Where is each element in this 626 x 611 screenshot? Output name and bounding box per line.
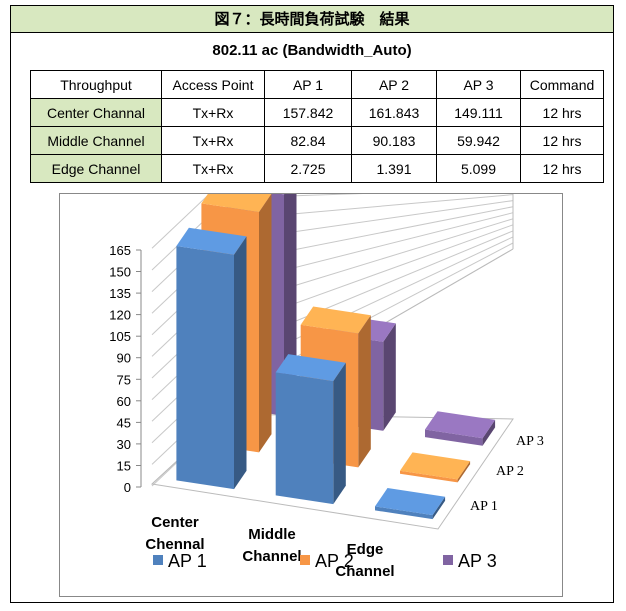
table-cell: 5.099 <box>436 154 521 183</box>
figure-title: 図７：長時間負荷試験 結果 <box>11 6 613 33</box>
table-row: Center Channal Tx+Rx 157.842 161.843 149… <box>30 98 604 127</box>
table-cell: 12 hrs <box>520 98 604 127</box>
table-cell: 2.725 <box>264 154 352 183</box>
y-tick-label: 60 <box>117 394 131 409</box>
table-cell: 82.84 <box>264 126 352 155</box>
category-label: Edge Channel <box>335 541 394 580</box>
table-cell: Tx+Rx <box>161 126 265 155</box>
header-ap3: AP 3 <box>436 70 521 99</box>
table-cell: 12 hrs <box>520 154 604 183</box>
figure-frame: 図７：長時間負荷試験 結果 802.11 ac (Bandwidth_Auto)… <box>10 5 614 603</box>
y-tick-label: 30 <box>117 437 131 452</box>
legend-swatch <box>153 555 163 565</box>
table-cell: 59.942 <box>436 126 521 155</box>
legend-swatch <box>443 555 453 565</box>
legend-label: AP 3 <box>458 551 497 571</box>
y-tick-label: 105 <box>109 329 131 344</box>
bar-side-ap1 <box>234 236 247 490</box>
table-cell: 90.183 <box>351 126 437 155</box>
bar-top-ap1 <box>176 227 247 255</box>
bar-side-ap1 <box>333 362 346 505</box>
header-throughput: Throughput <box>30 70 162 99</box>
legend-label: AP 2 <box>315 551 354 571</box>
table-cell: 12 hrs <box>520 126 604 155</box>
y-tick-label: 15 <box>117 459 131 474</box>
chart-subtitle: 802.11 ac (Bandwidth_Auto) <box>212 42 412 59</box>
chart-area: 0 15 30 45 60 75 90 105 120 135 150 165 Center Chenna… <box>59 193 563 597</box>
y-tick-label: 90 <box>117 351 131 366</box>
bar-front-ap2 <box>400 470 458 483</box>
y-tick-label: 120 <box>109 308 131 323</box>
bar-top-ap2 <box>400 452 471 480</box>
table-header-row: Throughput Access Point AP 1 AP 2 AP 3 C… <box>30 70 604 99</box>
y-tick-label: 135 <box>109 286 131 301</box>
legend-label: AP 1 <box>168 551 207 571</box>
y-tick-label: 165 <box>109 243 131 258</box>
bar-side-ap2 <box>259 194 272 453</box>
category-label: Middle Channel <box>242 526 301 565</box>
bar-top-ap2 <box>300 306 371 334</box>
bar-top-ap2 <box>201 194 272 213</box>
bar-top-ap3 <box>425 411 496 439</box>
row-label: Center Channal <box>30 98 162 127</box>
header-command: Command <box>520 70 604 99</box>
table-row: Middle Channel Tx+Rx 82.84 90.183 59.942… <box>30 126 604 155</box>
bar-front-ap3 <box>425 429 483 446</box>
legend-swatch <box>300 555 310 565</box>
throughput-table: Throughput Access Point AP 1 AP 2 AP 3 C… <box>30 70 604 183</box>
bar-side-ap3 <box>383 323 396 431</box>
bar-front-ap1 <box>375 506 433 520</box>
category-label: Center Chennal <box>145 514 204 553</box>
header-ap2: AP 2 <box>351 70 437 99</box>
table-cell: Tx+Rx <box>161 154 265 183</box>
bar-front-ap1 <box>176 246 234 490</box>
table-row: Edge Channel Tx+Rx 2.725 1.391 5.099 12 … <box>30 154 604 183</box>
bar-side-ap1 <box>432 496 446 520</box>
bar-top-ap1 <box>375 488 446 516</box>
header-access-point: Access Point <box>161 70 265 99</box>
bar-side-ap2 <box>358 315 371 468</box>
table-cell: 149.111 <box>436 98 521 127</box>
row-label: Edge Channel <box>30 154 162 183</box>
y-tick-label: 45 <box>117 415 131 430</box>
y-tick-label: 150 <box>109 265 131 280</box>
y-tick-label: 0 <box>124 480 131 495</box>
table-cell: 1.391 <box>351 154 437 183</box>
depth-label: AP 2 <box>496 464 524 479</box>
depth-label: AP 3 <box>516 434 544 449</box>
depth-label: AP 1 <box>470 499 498 514</box>
bar-top-ap1 <box>275 354 346 382</box>
row-label: Middle Channel <box>30 126 162 155</box>
y-tick-label: 75 <box>117 372 131 387</box>
bar-side-ap3 <box>482 419 496 446</box>
table-cell: 157.842 <box>264 98 352 127</box>
grid-line <box>151 194 211 249</box>
bar-front-ap1 <box>275 372 334 505</box>
table-cell: 161.843 <box>351 98 437 127</box>
bar-chart-3d: 0 15 30 45 60 75 90 105 120 135 150 165 Center Chenna… <box>109 194 544 580</box>
bar-side-ap2 <box>457 461 471 483</box>
header-ap1: AP 1 <box>264 70 352 99</box>
table-cell: Tx+Rx <box>161 98 265 127</box>
